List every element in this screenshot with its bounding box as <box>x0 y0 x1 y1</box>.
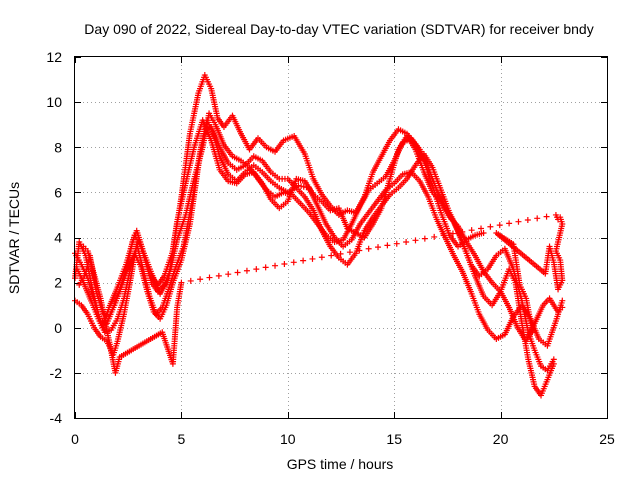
data-point <box>300 257 307 264</box>
x-axis-title: GPS time / hours <box>287 456 394 472</box>
data-point <box>543 213 550 220</box>
data-point <box>346 249 353 256</box>
data-point <box>206 274 213 281</box>
x-tick-label: 25 <box>599 431 615 447</box>
y-tick-label: -2 <box>50 365 63 381</box>
x-tick-labels: 0 5 10 15 20 25 <box>71 431 615 447</box>
data-point <box>234 269 241 276</box>
y-tick-labels: -4 -2 0 2 4 6 8 10 12 <box>46 49 62 426</box>
y-tick-label: 8 <box>54 139 62 155</box>
data-point <box>178 279 185 286</box>
data-point <box>524 217 531 224</box>
plot-frame <box>74 56 608 419</box>
y-tick-label: 0 <box>54 320 62 336</box>
data-point <box>243 267 250 274</box>
data-point <box>290 259 297 266</box>
data-point <box>253 266 260 273</box>
x-tick-label: 5 <box>178 431 186 447</box>
data-point <box>412 237 419 244</box>
data-point <box>506 220 513 227</box>
y-tick-label: -4 <box>50 410 63 426</box>
data-point <box>197 276 204 283</box>
plot-area <box>72 72 566 399</box>
data-point <box>449 230 456 237</box>
data-point <box>375 244 382 251</box>
data-point <box>365 245 372 252</box>
data-point <box>318 254 325 261</box>
data-point <box>559 297 566 304</box>
data-point <box>281 261 288 268</box>
data-point <box>478 225 485 232</box>
data-point <box>515 218 522 225</box>
data-point <box>393 240 400 247</box>
y-tick-label: 4 <box>54 230 62 246</box>
data-point <box>421 235 428 242</box>
data-point <box>384 242 391 249</box>
y-tick-label: 10 <box>46 94 62 110</box>
chart-title: Day 090 of 2022, Sidereal Day-to-day VTE… <box>84 21 593 37</box>
data-point <box>262 264 269 271</box>
data-point <box>337 250 344 257</box>
x-tick-label: 15 <box>386 431 402 447</box>
data-point <box>559 304 566 311</box>
x-tick-label: 0 <box>71 431 79 447</box>
x-tick-label: 20 <box>493 431 509 447</box>
data-point <box>440 232 447 239</box>
data-point <box>534 215 541 222</box>
data-point <box>328 252 335 259</box>
y-tick-label: 6 <box>54 184 62 200</box>
data-point <box>356 247 363 254</box>
data-point <box>468 227 475 234</box>
data-point <box>187 277 194 284</box>
data-point <box>215 272 222 279</box>
y-tick-label: 12 <box>46 49 62 65</box>
data-point <box>550 356 557 363</box>
data-point <box>225 271 232 278</box>
y-axis-title: SDTVAR / TECUs <box>6 182 22 294</box>
x-tick-label: 10 <box>280 431 296 447</box>
data-point <box>529 329 536 336</box>
data-point <box>403 239 410 246</box>
data-point <box>431 233 438 240</box>
data-point <box>480 229 487 236</box>
y-tick-label: 2 <box>54 275 62 291</box>
data-point <box>309 255 316 262</box>
series-track-6 <box>80 211 566 376</box>
data-point <box>496 222 503 229</box>
data-point <box>487 223 494 230</box>
data-point <box>459 228 466 235</box>
data-point <box>272 262 279 269</box>
